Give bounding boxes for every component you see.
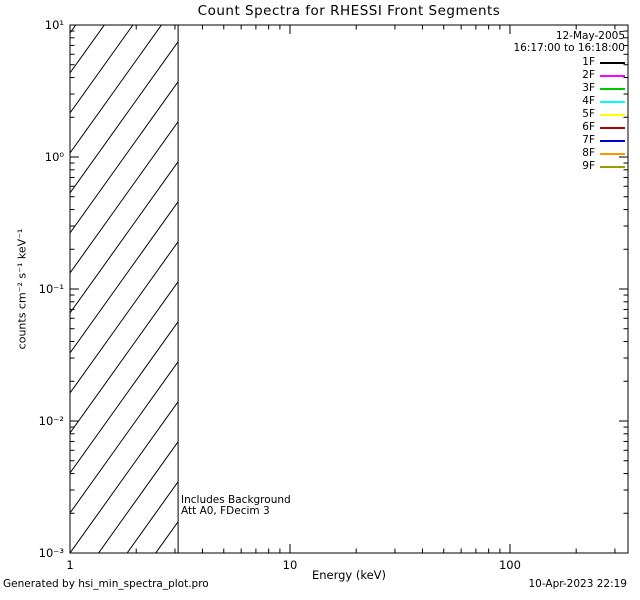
chart-title: Count Spectra for RHESSI Front Segments xyxy=(197,3,501,19)
hatch-line xyxy=(70,320,179,474)
legend-entries: 1F 2F 3F 4F 5F 6F 7F 8F 9F xyxy=(513,56,625,173)
legend-swatch xyxy=(600,165,625,168)
legend-entry-label: 6F xyxy=(582,120,595,133)
legend-entry-label: 1F xyxy=(582,55,595,68)
legend-entry: 2F xyxy=(513,69,625,82)
legend-entry: 9F xyxy=(513,160,625,173)
hatch-line xyxy=(97,440,179,553)
hatch-line xyxy=(70,200,179,354)
y-tick-label: 10⁰ xyxy=(45,150,65,164)
hatch-line xyxy=(70,25,163,154)
hatch-line xyxy=(70,25,134,114)
generator-credit: Generated by hsi_min_spectra_plot.pro xyxy=(3,578,209,590)
x-tick-label: 1 xyxy=(66,558,73,572)
x-tick-label: 100 xyxy=(499,558,521,572)
legend-swatch xyxy=(600,100,625,103)
annotation-attenuator: Att A0, FDecim 3 xyxy=(181,505,270,517)
y-axis-label: counts cm⁻² s⁻¹ keV⁻¹ xyxy=(15,228,29,350)
hatch-line xyxy=(70,40,179,194)
plot-annotations: Includes Background Att A0, FDecim 3 xyxy=(181,495,291,517)
legend-swatch xyxy=(600,126,625,129)
legend-swatch xyxy=(600,113,625,116)
legend-entry: 4F xyxy=(513,95,625,108)
hatch-line xyxy=(126,480,179,553)
legend-entry-label: 8F xyxy=(582,146,595,159)
hatch-line xyxy=(70,25,105,74)
y-tick-label: 10¹ xyxy=(45,18,64,32)
legend-time-range: 16:17:00 to 16:18:00 xyxy=(513,41,625,54)
legend-date: 12-May-2005 xyxy=(555,30,625,42)
legend-entry-label: 3F xyxy=(582,81,595,94)
legend-swatch xyxy=(600,61,625,64)
annotation-background: Includes Background xyxy=(181,494,291,506)
legend-entry: 5F xyxy=(513,108,625,121)
legend-entry-label: 9F xyxy=(582,159,595,172)
hatch-line xyxy=(70,240,179,394)
legend: 12-May-2005 16:17:00 to 16:18:00 1F 2F 3F 4… xyxy=(513,30,625,173)
hatch-line xyxy=(70,400,179,553)
hatch-line xyxy=(70,80,179,234)
legend-entry: 7F xyxy=(513,134,625,147)
legend-entry-label: 4F xyxy=(582,94,595,107)
x-axis-label: Energy (keV) xyxy=(311,568,387,582)
legend-entry-label: 2F xyxy=(582,68,595,81)
hatch-line xyxy=(155,520,179,553)
legend-entry-label: 7F xyxy=(582,133,595,146)
hatch-line xyxy=(70,360,179,514)
hatch-line xyxy=(70,120,179,274)
x-tick-label: 10 xyxy=(283,558,298,572)
legend-entry: 3F xyxy=(513,82,625,95)
render-timestamp: 10-Apr-2023 22:19 xyxy=(528,578,627,590)
legend-swatch xyxy=(600,152,625,155)
legend-entry: 1F xyxy=(513,56,625,69)
legend-entry: 6F xyxy=(513,121,625,134)
y-tick-label: 10⁻¹ xyxy=(39,282,64,296)
hatch-line xyxy=(70,160,179,314)
legend-swatch xyxy=(600,87,625,90)
y-tick-label: 10⁻² xyxy=(39,414,64,428)
legend-entry: 8F xyxy=(513,147,625,160)
legend-entry-label: 5F xyxy=(582,107,595,120)
legend-swatch xyxy=(600,74,625,77)
legend-swatch xyxy=(600,139,625,142)
y-tick-label: 10⁻³ xyxy=(39,546,65,560)
hatch-line xyxy=(70,280,179,434)
